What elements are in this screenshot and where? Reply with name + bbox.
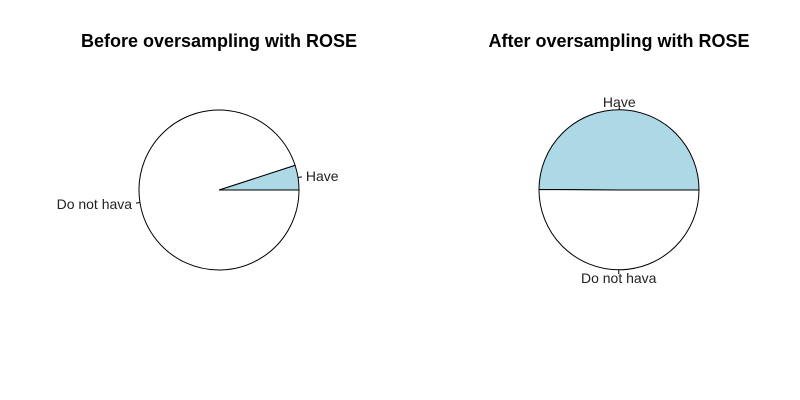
pie-label-do-not-hava: Do not hava — [581, 270, 657, 286]
pie-slice-do-not-hava — [538, 188, 700, 271]
pie-slice-do-not-hava — [138, 109, 300, 271]
pie-leader-line — [297, 176, 303, 178]
pie-slices — [138, 109, 300, 271]
pie-panel-before: Before oversampling with ROSE Have Do not… — [57, 31, 357, 271]
pie-label-have: Have — [306, 168, 339, 184]
pie-leader-line — [135, 202, 141, 204]
pie-panel-after: After oversampling with ROSE Have Do not … — [488, 31, 749, 286]
pie-slices — [538, 109, 700, 271]
chart-title: Before oversampling with ROSE — [81, 31, 357, 51]
pie-labels: Have Do not hava — [581, 94, 657, 286]
pie-label-have: Have — [603, 94, 636, 110]
pie-labels: Have Do not hava — [57, 168, 339, 212]
chart-title: After oversampling with ROSE — [488, 31, 749, 51]
pie-label-do-not-hava: Do not hava — [57, 196, 133, 212]
